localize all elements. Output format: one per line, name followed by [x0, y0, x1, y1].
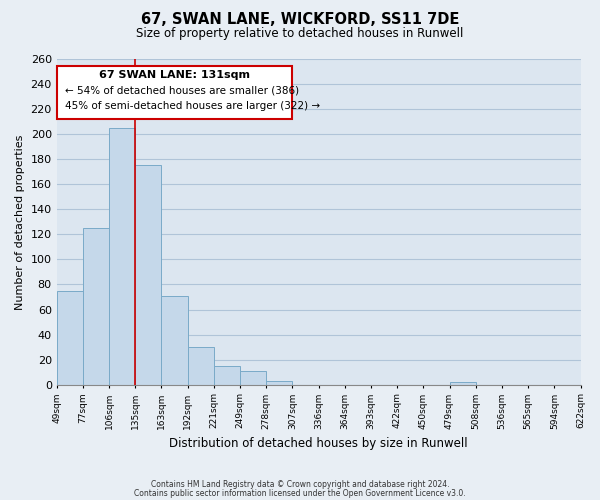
Text: 67, SWAN LANE, WICKFORD, SS11 7DE: 67, SWAN LANE, WICKFORD, SS11 7DE	[141, 12, 459, 28]
Bar	[109, 128, 135, 384]
Text: ← 54% of detached houses are smaller (386): ← 54% of detached houses are smaller (38…	[65, 85, 299, 95]
Bar	[214, 366, 240, 384]
Bar	[266, 381, 292, 384]
Bar	[240, 371, 266, 384]
Bar	[188, 347, 214, 385]
Bar	[56, 290, 83, 384]
Bar	[135, 166, 161, 384]
Text: Size of property relative to detached houses in Runwell: Size of property relative to detached ho…	[136, 28, 464, 40]
FancyBboxPatch shape	[56, 66, 292, 119]
Text: 67 SWAN LANE: 131sqm: 67 SWAN LANE: 131sqm	[99, 70, 250, 81]
Text: Contains HM Land Registry data © Crown copyright and database right 2024.: Contains HM Land Registry data © Crown c…	[151, 480, 449, 489]
Text: 45% of semi-detached houses are larger (322) →: 45% of semi-detached houses are larger (…	[65, 102, 320, 112]
Bar	[449, 382, 476, 384]
X-axis label: Distribution of detached houses by size in Runwell: Distribution of detached houses by size …	[169, 437, 468, 450]
Text: Contains public sector information licensed under the Open Government Licence v3: Contains public sector information licen…	[134, 488, 466, 498]
Y-axis label: Number of detached properties: Number of detached properties	[15, 134, 25, 310]
Bar	[83, 228, 109, 384]
Bar	[161, 296, 188, 384]
